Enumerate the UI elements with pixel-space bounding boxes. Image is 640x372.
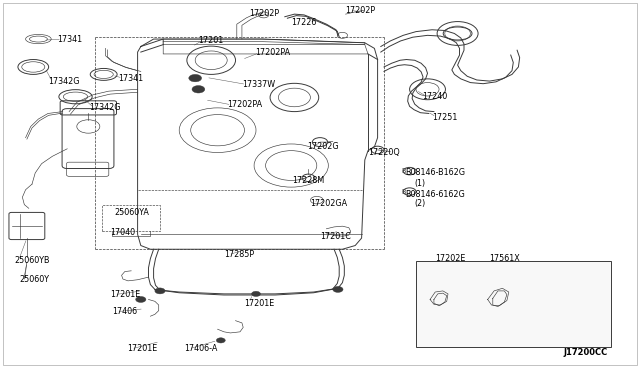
Text: 17285P: 17285P	[224, 250, 254, 259]
Text: B08146-B162G: B08146-B162G	[405, 169, 465, 177]
Text: 17342G: 17342G	[90, 103, 121, 112]
Text: 17220Q: 17220Q	[368, 148, 400, 157]
Text: 17341: 17341	[58, 35, 83, 44]
Circle shape	[252, 291, 260, 296]
Text: 17201: 17201	[198, 36, 223, 45]
Text: 17202GA: 17202GA	[310, 199, 347, 208]
Circle shape	[189, 74, 202, 82]
Text: B: B	[401, 168, 405, 174]
Text: 25060YB: 25060YB	[14, 256, 49, 265]
Circle shape	[155, 288, 165, 294]
Text: B: B	[401, 189, 405, 195]
Text: 17202G: 17202G	[307, 142, 339, 151]
Text: 17201E: 17201E	[244, 299, 275, 308]
Circle shape	[136, 296, 146, 302]
Text: 17040: 17040	[110, 228, 135, 237]
Text: B08146-6162G: B08146-6162G	[405, 190, 465, 199]
Text: 17406: 17406	[112, 307, 137, 316]
Text: 17202PA: 17202PA	[255, 48, 290, 57]
Text: 17337W: 17337W	[242, 80, 275, 89]
Circle shape	[333, 286, 343, 292]
Text: 17202E: 17202E	[435, 254, 465, 263]
Text: 25060YA: 25060YA	[114, 208, 148, 217]
Circle shape	[192, 86, 205, 93]
Bar	[416, 261, 611, 347]
Text: 17201E: 17201E	[127, 344, 157, 353]
Text: 17341: 17341	[118, 74, 143, 83]
Text: 17561X: 17561X	[490, 254, 520, 263]
Text: (2): (2)	[415, 199, 426, 208]
Text: 17240: 17240	[422, 92, 447, 101]
Text: 17202P: 17202P	[346, 6, 376, 15]
Text: 25060Y: 25060Y	[19, 275, 49, 284]
Text: (1): (1)	[415, 179, 426, 187]
Text: J17200CC: J17200CC	[563, 348, 607, 357]
Text: 17201E: 17201E	[110, 290, 140, 299]
Text: 17226: 17226	[291, 18, 317, 27]
Text: 17342G: 17342G	[48, 77, 79, 86]
Text: 17202PA: 17202PA	[227, 100, 262, 109]
Circle shape	[216, 338, 225, 343]
Text: 17251: 17251	[432, 113, 458, 122]
Text: 17202P: 17202P	[250, 9, 280, 17]
Text: 17406-A: 17406-A	[184, 344, 218, 353]
Text: 17201C: 17201C	[320, 232, 351, 241]
Bar	[102, 205, 160, 231]
Text: 17228M: 17228M	[292, 176, 324, 185]
